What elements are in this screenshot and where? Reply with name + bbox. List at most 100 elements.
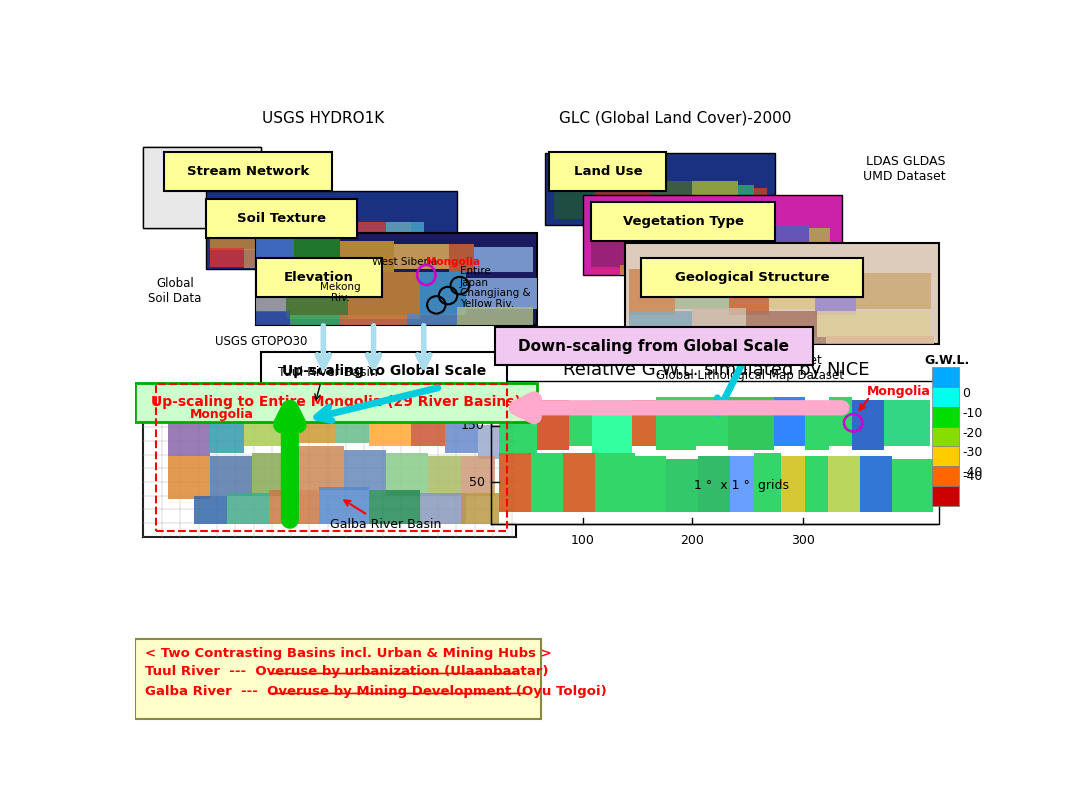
Bar	[892, 459, 933, 512]
Bar	[629, 336, 662, 343]
Bar	[336, 241, 382, 266]
Bar	[554, 178, 595, 219]
Bar	[144, 147, 260, 228]
Text: USGS HYDRO1K: USGS HYDRO1K	[262, 111, 384, 126]
Bar	[730, 456, 754, 512]
Bar	[461, 456, 495, 497]
Bar	[688, 222, 738, 269]
Bar	[478, 424, 499, 459]
Bar	[340, 241, 394, 272]
Bar	[809, 228, 829, 266]
Bar	[666, 459, 699, 512]
Bar	[635, 456, 666, 512]
Bar	[738, 225, 775, 266]
Bar	[806, 403, 828, 450]
Text: Global Permeability Dataset
Global Lithological Map Dataset: Global Permeability Dataset Global Litho…	[656, 354, 843, 382]
Text: -30: -30	[962, 446, 983, 459]
Bar	[285, 275, 349, 318]
Bar	[256, 311, 289, 325]
Bar	[449, 244, 474, 272]
Bar	[144, 147, 260, 228]
Bar	[595, 178, 650, 212]
Bar	[805, 456, 828, 512]
Bar	[632, 399, 656, 446]
Bar	[420, 272, 465, 316]
Text: < Two Contrasting Basins incl. Urban & Mining Hubs >: < Two Contrasting Basins incl. Urban & M…	[145, 647, 552, 660]
Bar	[445, 416, 478, 453]
Text: GLC (Global Land Cover)-2000: GLC (Global Land Cover)-2000	[558, 111, 791, 126]
Text: 1 °  x 1 °  grids: 1 ° x 1 ° grids	[694, 479, 789, 492]
Text: Mongolia: Mongolia	[867, 385, 931, 398]
Text: Up-scaling to Global Scale: Up-scaling to Global Scale	[282, 364, 486, 378]
Text: West Siberia: West Siberia	[372, 258, 437, 267]
FancyBboxPatch shape	[135, 639, 541, 719]
Bar	[294, 237, 340, 266]
Bar	[713, 266, 754, 275]
Bar	[320, 487, 369, 524]
Bar	[340, 316, 407, 325]
Bar	[825, 336, 934, 343]
Bar	[932, 446, 959, 467]
Bar	[594, 453, 635, 512]
Text: -10: -10	[962, 407, 983, 420]
FancyBboxPatch shape	[256, 258, 382, 296]
Bar	[932, 427, 959, 446]
Bar	[394, 244, 449, 269]
Text: Soil Texture: Soil Texture	[237, 211, 326, 224]
Bar	[591, 222, 633, 269]
Text: Galba River Basin: Galba River Basin	[330, 518, 442, 531]
Bar	[144, 384, 516, 537]
Text: USGS GTOPO30: USGS GTOPO30	[215, 335, 307, 348]
Bar	[592, 399, 632, 453]
Bar	[320, 222, 411, 250]
Bar	[168, 456, 211, 500]
Bar	[211, 409, 244, 453]
Text: Mongolia: Mongolia	[427, 258, 481, 267]
Text: Up-scaling to Entire Mongolia (29 River Basins): Up-scaling to Entire Mongolia (29 River …	[151, 395, 521, 409]
Bar	[336, 406, 369, 443]
Bar	[537, 399, 568, 450]
Bar	[457, 307, 532, 325]
Bar	[828, 456, 860, 512]
Text: Global
Soil Data: Global Soil Data	[148, 276, 202, 305]
Text: Mekong
Riv.: Mekong Riv.	[320, 282, 361, 303]
Bar	[256, 237, 294, 272]
FancyBboxPatch shape	[135, 383, 537, 421]
Text: 0: 0	[962, 386, 970, 399]
Text: 150: 150	[461, 420, 485, 433]
Bar	[629, 311, 691, 337]
Bar	[474, 247, 532, 272]
Bar	[490, 381, 939, 524]
Bar	[211, 248, 244, 266]
Bar	[568, 406, 592, 446]
Bar	[746, 311, 818, 337]
Bar	[708, 336, 762, 343]
Text: Tuul River Basin: Tuul River Basin	[278, 366, 377, 379]
Text: Tuul River  ---  Overuse by urbanization (Ulaanbaatar): Tuul River --- Overuse by urbanization (…	[145, 665, 549, 678]
Bar	[932, 367, 959, 386]
Bar	[407, 313, 457, 325]
Bar	[531, 453, 563, 512]
Bar	[754, 453, 781, 512]
Bar	[244, 403, 294, 446]
Text: Geological Structure: Geological Structure	[675, 271, 829, 284]
Text: Land Use: Land Use	[573, 165, 643, 178]
Bar	[662, 337, 708, 343]
Bar	[369, 406, 411, 446]
Bar	[852, 399, 885, 450]
Bar	[815, 269, 855, 316]
Bar	[754, 188, 767, 222]
Text: Stream Network: Stream Network	[187, 165, 309, 178]
Bar	[411, 406, 445, 446]
Text: Elevation: Elevation	[284, 271, 354, 284]
Bar	[675, 269, 729, 309]
FancyBboxPatch shape	[260, 352, 508, 390]
Text: Relative G.W.L. simulated by NICE: Relative G.W.L. simulated by NICE	[564, 361, 870, 379]
Bar	[828, 397, 852, 446]
Bar	[656, 397, 696, 450]
FancyBboxPatch shape	[495, 326, 813, 365]
Text: Changjiang &
Yellow Riv.: Changjiang & Yellow Riv.	[460, 288, 530, 309]
Bar	[775, 225, 809, 269]
Bar	[773, 397, 806, 446]
FancyBboxPatch shape	[206, 199, 356, 237]
